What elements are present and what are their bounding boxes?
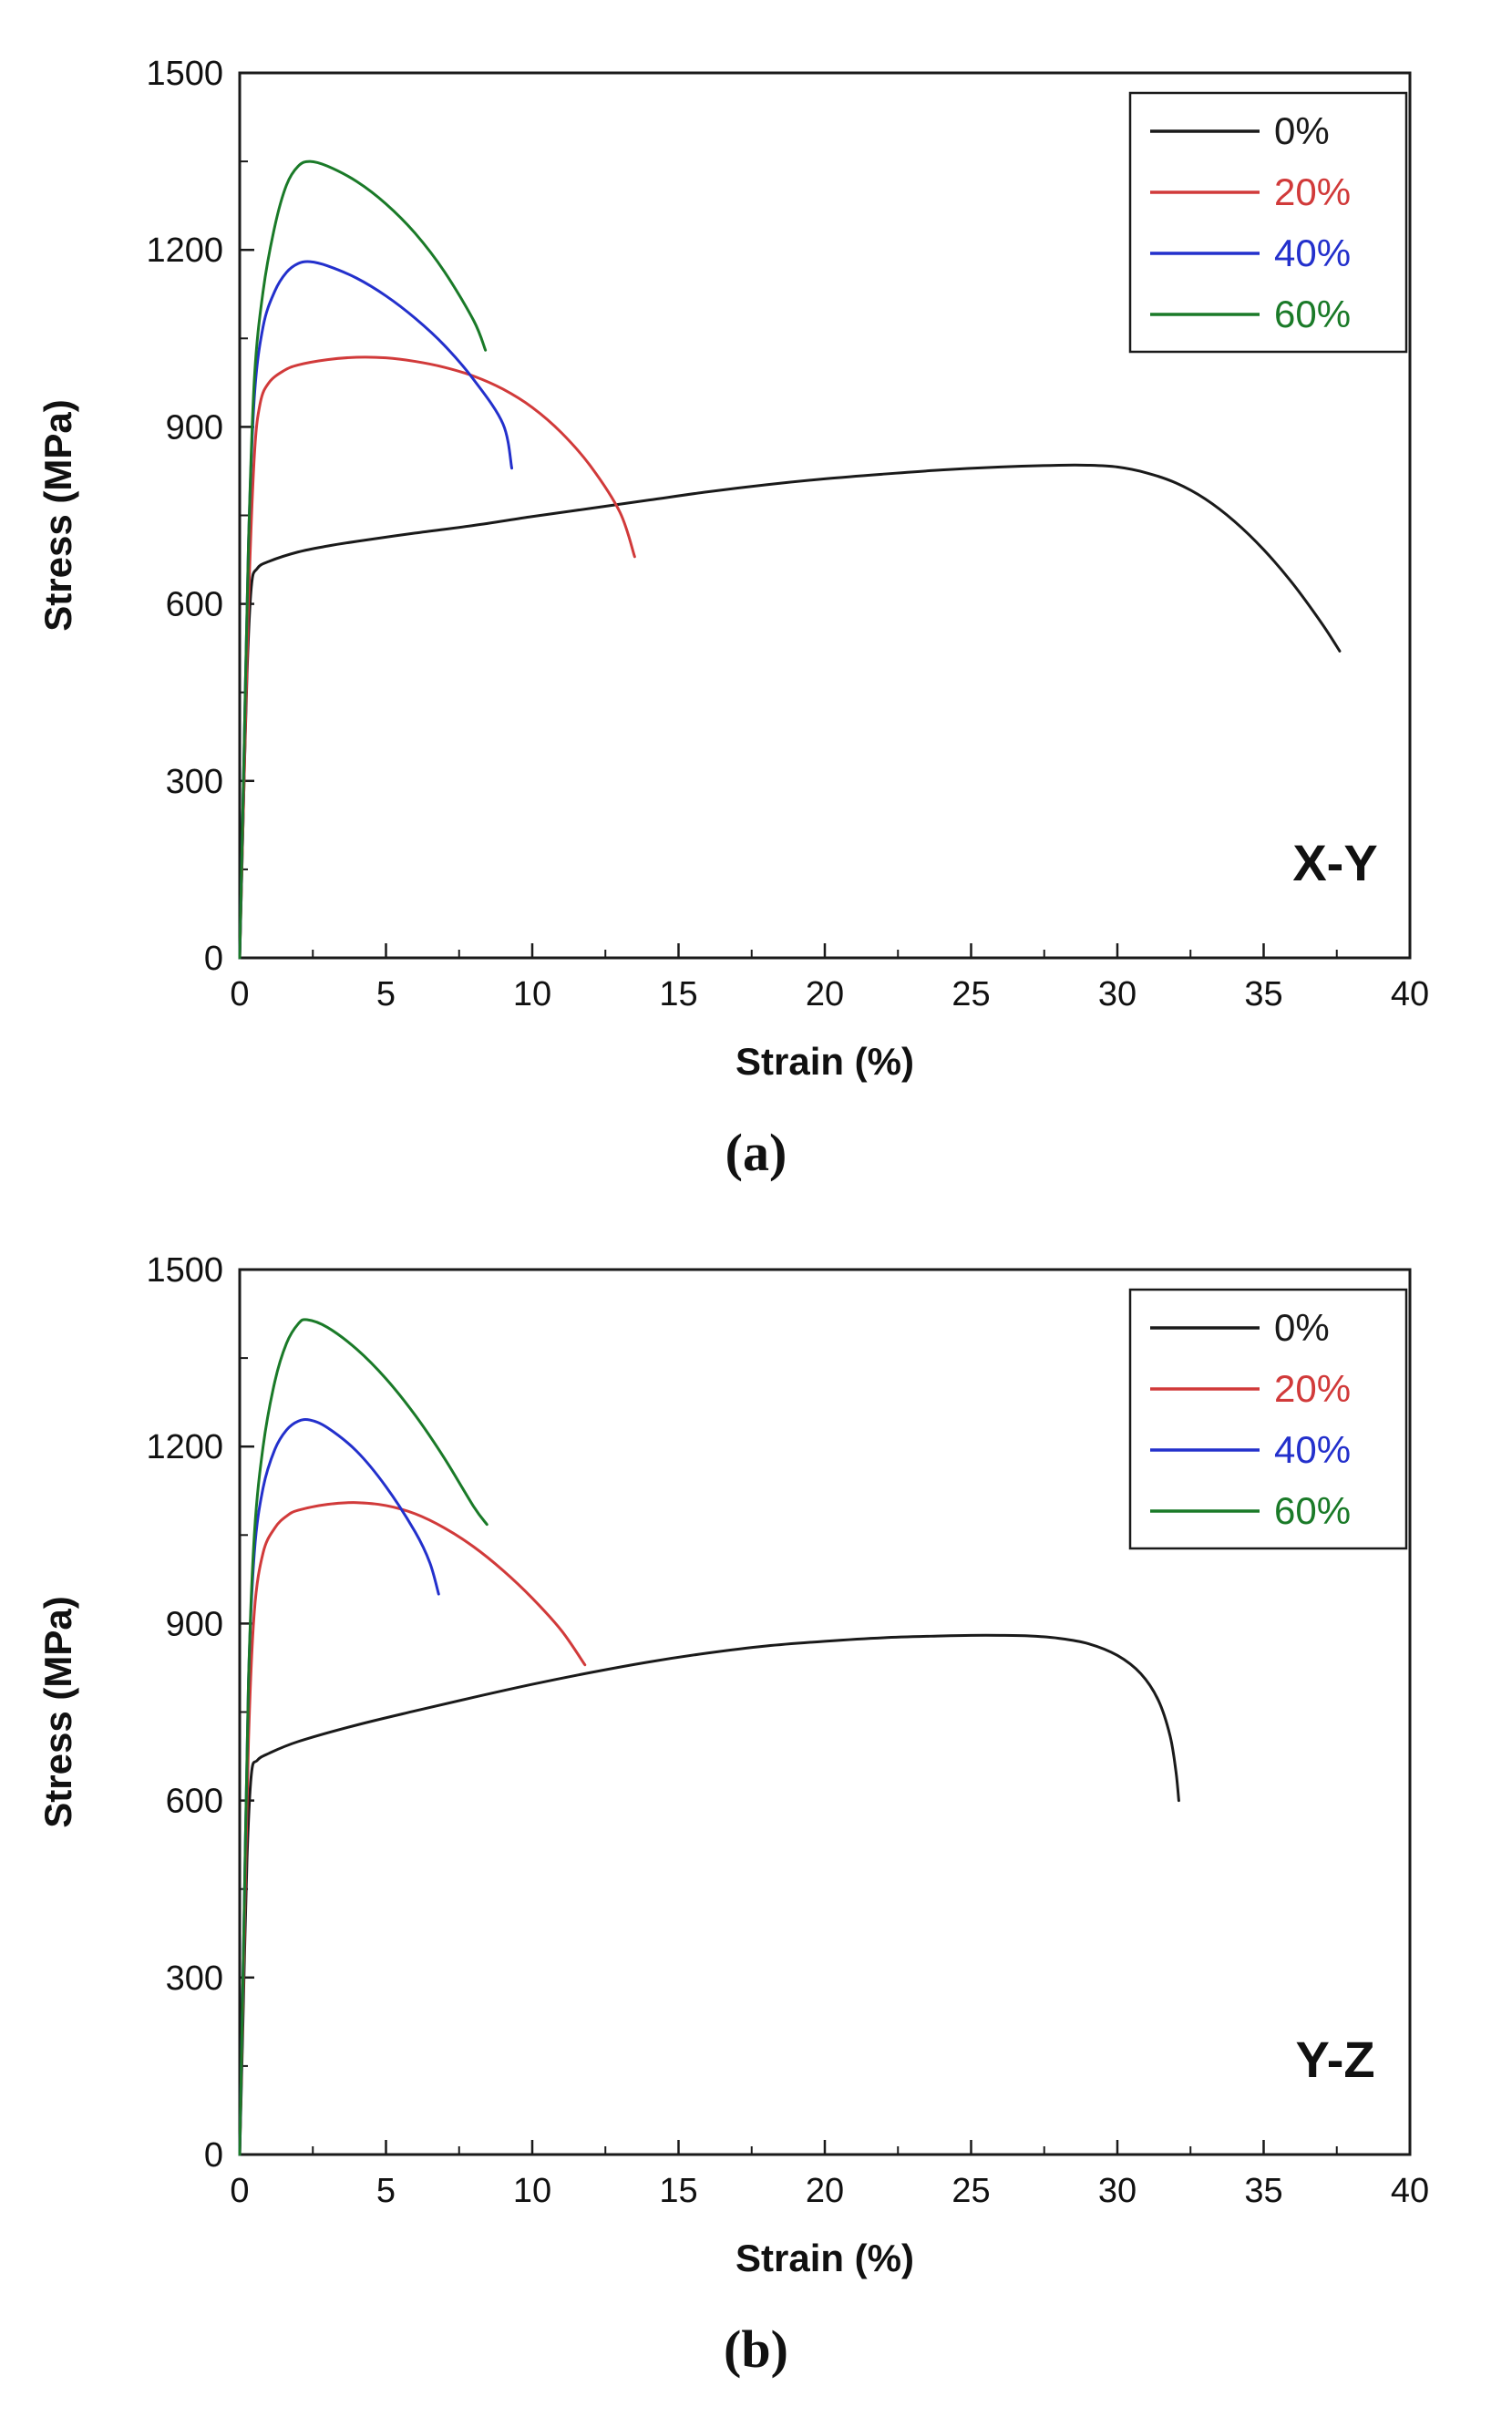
x-tick-label: 5: [376, 975, 396, 1013]
x-axis-title: Strain (%): [735, 2237, 914, 2279]
series-curves: [238, 159, 1342, 960]
panel-label: X-Y: [1292, 834, 1377, 891]
figure-b: 0 5 10 15 20 25 30 35 40 0 300 600 900 1200 1500 Strain…: [0, 1209, 1512, 2406]
x-tick-label: 30: [1098, 975, 1137, 1013]
series-line-40%: [238, 1417, 440, 2156]
y-tick-label: 0: [204, 2136, 223, 2175]
y-tick-label: 0: [204, 940, 223, 978]
caption-b: (b): [724, 2319, 788, 2379]
x-tick-label: 20: [806, 975, 844, 1013]
series-line-60%: [238, 159, 488, 960]
x-tick-label: 0: [230, 2172, 249, 2210]
x-tick-label: 15: [659, 2172, 697, 2210]
axis-ticks: 0 5 10 15 20 25 30 35 40 0 300 600 900 1200 1500: [146, 55, 1429, 1013]
axis-ticks: 0 5 10 15 20 25 30 35 40 0 300 600 900 1200 1500: [146, 1251, 1429, 2210]
x-tick-label: 35: [1244, 2172, 1282, 2210]
y-tick-label: 1500: [146, 55, 223, 93]
legend-label-40%: 40%: [1274, 1428, 1351, 1471]
y-tick-label: 1200: [146, 231, 223, 270]
legend: 0% 20% 40% 60%: [1128, 1288, 1408, 1550]
panel-label: Y-Z: [1295, 2031, 1374, 2088]
y-tick-label: 600: [166, 586, 223, 624]
legend-label-60%: 60%: [1274, 1489, 1351, 1532]
legend-label-20%: 20%: [1274, 1367, 1351, 1410]
y-axis-title: Stress (MPa): [36, 399, 79, 631]
x-tick-label: 0: [230, 975, 249, 1013]
y-tick-label: 900: [166, 408, 223, 447]
legend-label-0%: 0%: [1274, 1306, 1330, 1349]
legend-label-60%: 60%: [1274, 293, 1351, 335]
stress-strain-chart-xy: 0 5 10 15 20 25 30 35 40 0 300 600 900 1200 1500 Strain…: [36, 55, 1429, 1083]
y-tick-label: 300: [166, 1959, 223, 1998]
stress-strain-chart-yz: 0 5 10 15 20 25 30 35 40 0 300 600 900 1200 1500 Strain…: [36, 1251, 1429, 2279]
series-line-0%: [238, 1633, 1180, 2156]
legend-box: [1128, 1288, 1408, 1550]
figure-a: 0 5 10 15 20 25 30 35 40 0 300 600 900 1200 1500 Strain…: [0, 13, 1512, 1209]
y-tick-label: 600: [166, 1783, 223, 1821]
legend-label-20%: 20%: [1274, 170, 1351, 213]
x-tick-label: 30: [1098, 2172, 1137, 2210]
legend-box: [1128, 91, 1408, 354]
x-tick-label: 20: [806, 2172, 844, 2210]
x-tick-label: 35: [1244, 975, 1282, 1013]
y-tick-label: 1500: [146, 1251, 223, 1290]
y-tick-label: 1200: [146, 1428, 223, 1466]
y-tick-label: 300: [166, 763, 223, 801]
x-tick-label: 5: [376, 2172, 396, 2210]
caption-a: (a): [725, 1123, 787, 1182]
series-line-40%: [238, 260, 514, 960]
x-tick-label: 10: [513, 975, 551, 1013]
legend-label-40%: 40%: [1274, 231, 1351, 274]
y-axis-title: Stress (MPa): [36, 1596, 79, 1827]
series-line-60%: [238, 1318, 489, 2156]
x-axis-title: Strain (%): [735, 1040, 914, 1083]
series-line-0%: [238, 463, 1342, 960]
legend-label-0%: 0%: [1274, 109, 1330, 152]
x-tick-label: 10: [513, 2172, 551, 2210]
legend: 0% 20% 40% 60%: [1128, 91, 1408, 354]
x-tick-label: 40: [1391, 2172, 1429, 2210]
x-tick-label: 25: [951, 975, 990, 1013]
series-line-20%: [238, 355, 636, 960]
x-tick-label: 40: [1391, 975, 1429, 1013]
series-curves: [238, 1318, 1180, 2156]
x-tick-label: 15: [659, 975, 697, 1013]
y-tick-label: 900: [166, 1605, 223, 1643]
x-tick-label: 25: [951, 2172, 990, 2210]
series-line-20%: [238, 1501, 587, 2156]
